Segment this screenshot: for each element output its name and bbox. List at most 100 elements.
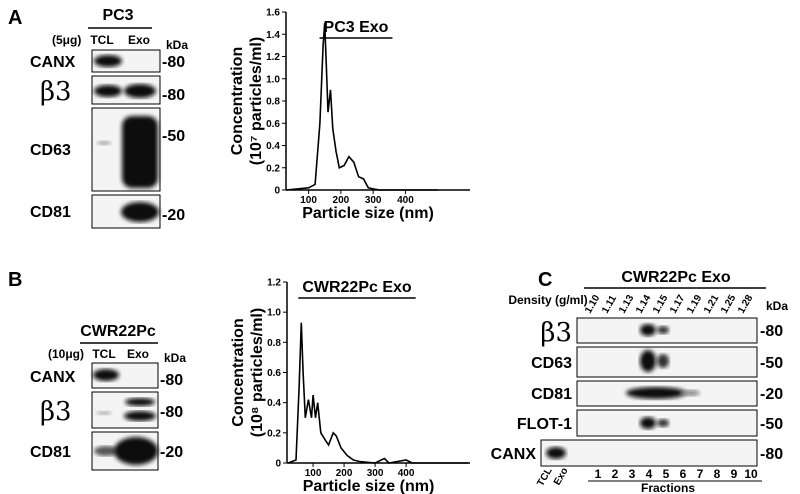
band (657, 419, 669, 427)
y-tick-label: 0.8 (267, 338, 281, 349)
panel-title: CWR22Pc Exo (621, 269, 731, 286)
band (640, 350, 656, 372)
x-tick-label: 200 (336, 468, 353, 479)
data-line (287, 322, 469, 464)
chart-title: CWR22Pc Exo (302, 279, 412, 296)
blot-label: CD81 (531, 386, 572, 403)
fraction: 10 (744, 467, 758, 481)
fraction: 1 (595, 467, 602, 481)
x-axis-label: Particle size (nm) (302, 205, 434, 222)
blot-label: β3 (40, 77, 72, 107)
blot-label: CANX (491, 446, 537, 463)
blot-label: CANX (30, 369, 76, 386)
y-axis-label: (10⁷ particles/ml) (248, 37, 265, 165)
marker: -80 (760, 446, 783, 463)
y-tick-label: 0.2 (267, 428, 281, 439)
fraction: 4 (646, 467, 653, 481)
density-label: Density (g/ml) (508, 293, 587, 307)
y-tick-label: 0.4 (267, 398, 281, 409)
y-tick-label: 1.0 (267, 308, 281, 319)
y-tick-label: 0.4 (266, 141, 280, 152)
marker: -50 (162, 128, 185, 145)
fraction: 9 (731, 467, 738, 481)
lane-label: Exo (552, 466, 571, 487)
unit: kDa (166, 38, 188, 52)
density: 1.11 (600, 293, 619, 315)
blot-label: FLOT-1 (517, 416, 572, 433)
band (96, 411, 112, 415)
band (124, 84, 156, 98)
blot (91, 362, 159, 389)
blot (91, 391, 159, 429)
marker: -20 (160, 444, 183, 461)
y-tick-label: 0 (275, 459, 281, 470)
marker: -80 (760, 323, 783, 340)
marker: -20 (760, 386, 783, 403)
density: 1.15 (651, 293, 670, 316)
cell-line: CWR22Pc (80, 323, 156, 340)
marker: -80 (162, 54, 185, 71)
y-tick-label: 1.2 (267, 278, 281, 289)
band (657, 326, 669, 334)
density: 1.21 (702, 293, 721, 316)
fraction: 5 (663, 467, 670, 481)
lane-label: Exo (128, 33, 150, 47)
y-axis-label: (10⁸ particles/ml) (249, 308, 266, 437)
density: 1.19 (685, 293, 704, 316)
panel-letter: C (538, 269, 552, 291)
load: (10μg) (48, 347, 84, 361)
blot-label: β3 (40, 397, 72, 427)
band (114, 437, 158, 465)
x-tick-label: 400 (397, 195, 414, 206)
band (94, 55, 122, 67)
marker: -80 (160, 404, 183, 421)
band (657, 354, 669, 368)
y-tick-label: 0 (274, 186, 280, 197)
lane-label: TCL (535, 466, 554, 488)
x-tick-label: 300 (365, 195, 382, 206)
chart-title: PC3 Exo (324, 19, 389, 36)
density: 1.28 (736, 293, 755, 316)
band (93, 369, 119, 381)
blot-label: CD63 (531, 355, 572, 372)
band (640, 324, 656, 336)
band (640, 417, 656, 429)
band (121, 202, 159, 222)
x-tick-label: 200 (333, 195, 350, 206)
band (680, 390, 700, 396)
y-tick-label: 0.6 (267, 368, 281, 379)
load: (5μg) (52, 33, 81, 47)
fraction: 3 (629, 467, 636, 481)
y-tick-label: 0.6 (266, 119, 280, 130)
x-tick-label: 100 (300, 195, 317, 206)
x-tick-label: 400 (398, 468, 415, 479)
band (125, 398, 155, 406)
y-tick-label: 1.4 (266, 30, 280, 41)
marker: -50 (760, 355, 783, 372)
density: 1.17 (668, 293, 687, 316)
band (626, 387, 686, 399)
blot-label: β3 (540, 318, 572, 348)
y-axis-label: Concentration (229, 47, 246, 155)
blot-label: CD81 (30, 204, 71, 221)
unit: kDa (164, 351, 186, 365)
panel-letter: B (8, 269, 22, 291)
x-tick-label: 100 (305, 468, 322, 479)
marker: -50 (760, 416, 783, 433)
unit: kDa (766, 299, 788, 313)
band (546, 447, 566, 459)
band (124, 411, 156, 421)
panel-letter: A (8, 7, 22, 29)
blot-label: CANX (30, 54, 76, 71)
x-tick-label: 300 (367, 468, 384, 479)
fraction: 8 (714, 467, 721, 481)
y-tick-label: 0.2 (266, 163, 280, 174)
y-tick-label: 0.8 (266, 97, 280, 108)
band (97, 141, 111, 145)
marker: -80 (160, 372, 183, 389)
charts: 0 0.2 0.4 0.6 0.8 1.0 1.2 1.4 1.6 100 200 300 400 PC3… (229, 8, 470, 494)
density: 1.13 (617, 293, 636, 316)
marker: -20 (162, 207, 185, 224)
blot-label: CD81 (30, 444, 71, 461)
